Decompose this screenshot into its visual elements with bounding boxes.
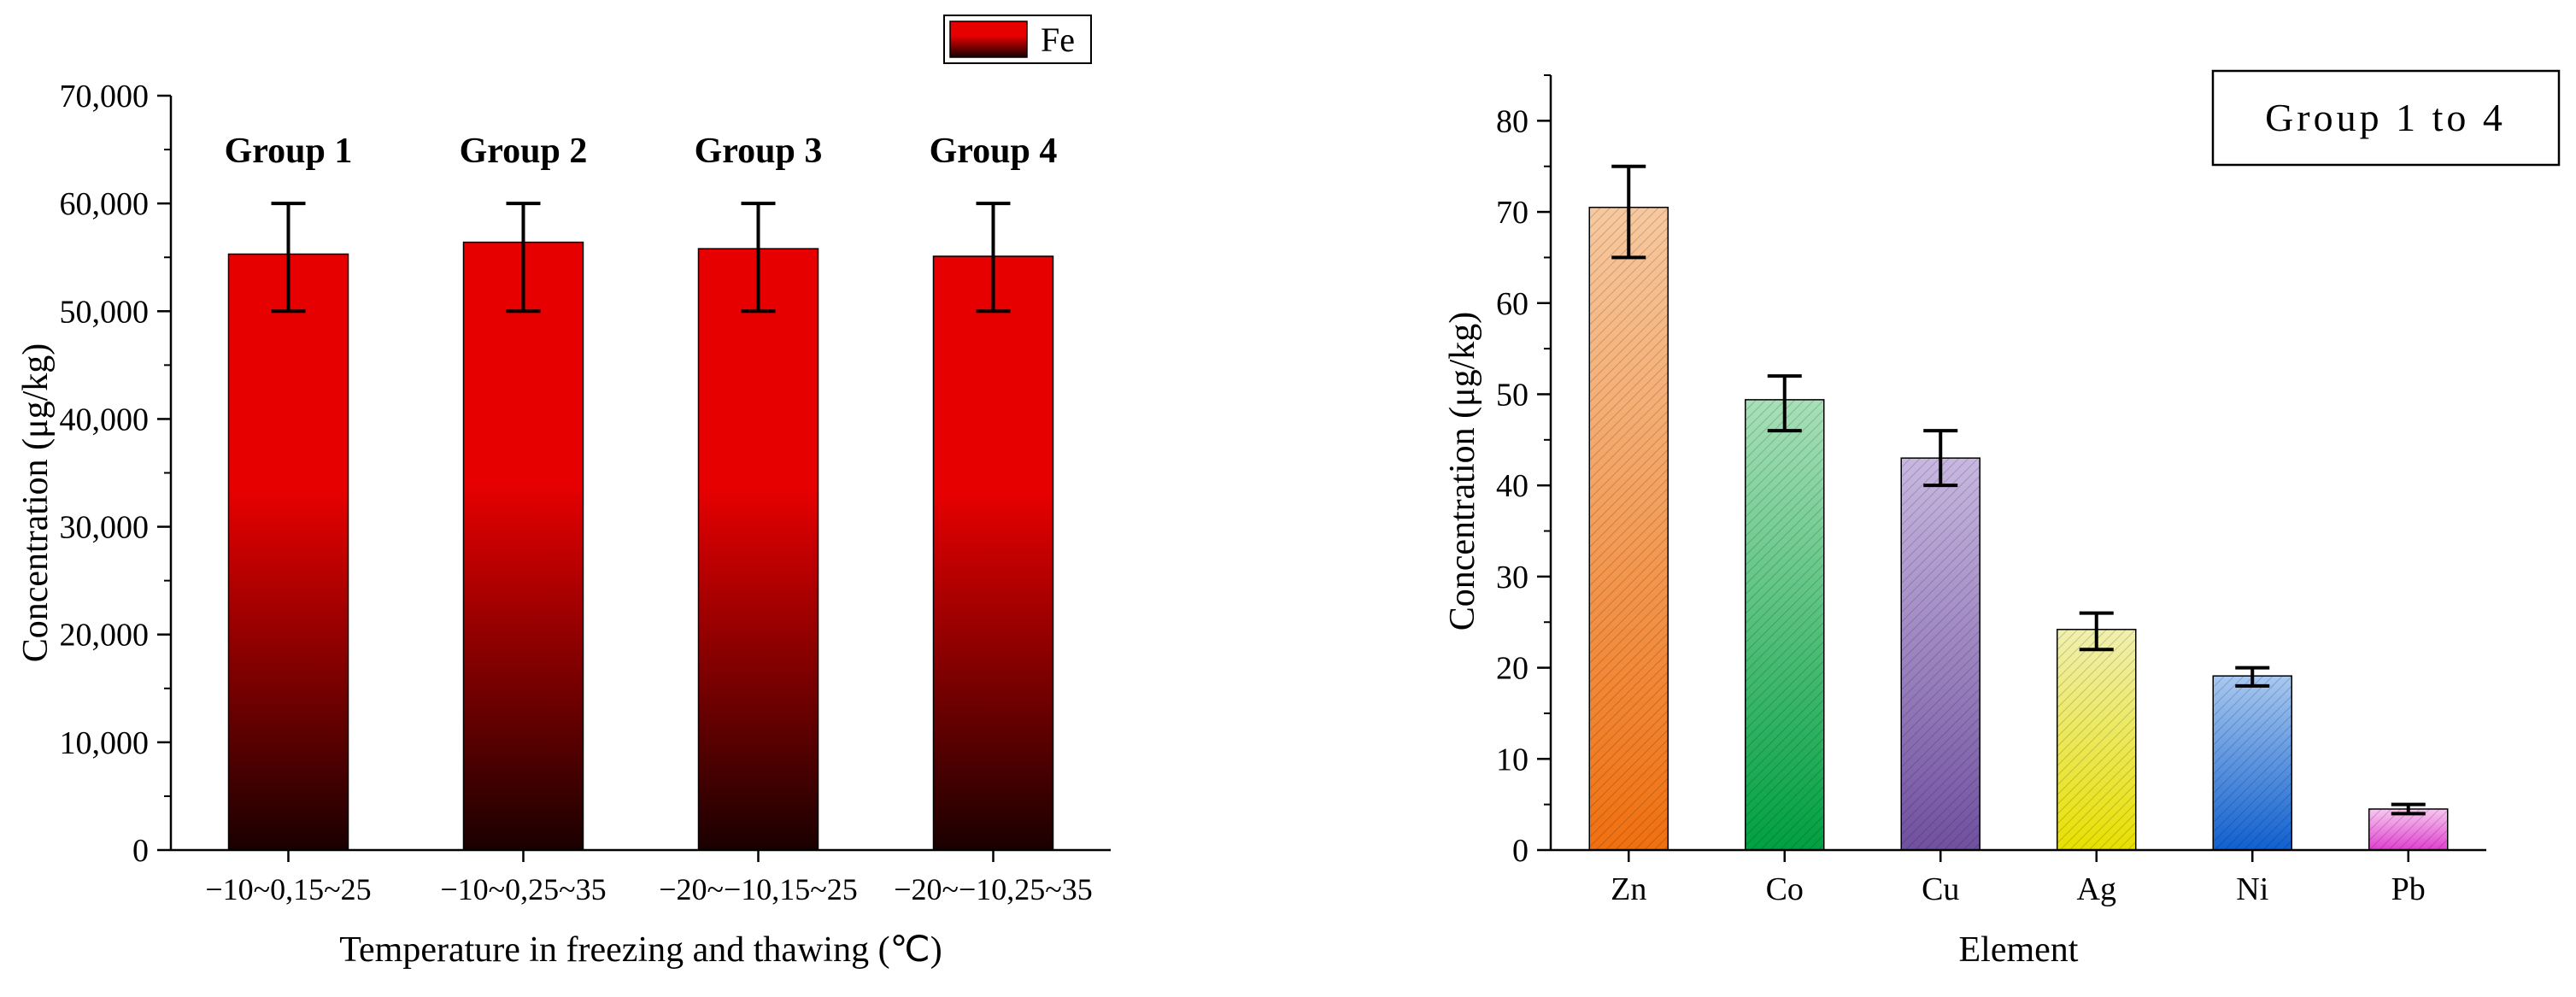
- bar-fe-2: [462, 241, 584, 851]
- r-y-tick-label-8: 80: [1496, 103, 1529, 139]
- bar-ag: [2057, 629, 2137, 851]
- y-tick-label-6: 60,000: [60, 186, 150, 222]
- error-bar-4: [976, 202, 1011, 314]
- left-x-axis-label: Temperature in freezing and thawing (℃): [339, 930, 942, 970]
- x-tick-label-zn: Zn: [1611, 871, 1646, 907]
- r-y-tick-label-6: 60: [1496, 286, 1529, 322]
- y-tick-label-4: 40,000: [60, 402, 150, 437]
- x-tick-label-cu: Cu: [1922, 871, 1959, 907]
- error-bar-2: [506, 202, 541, 314]
- r-y-tick-label-4: 40: [1496, 468, 1529, 504]
- x-tick-label-2: −10~0,25~35: [440, 872, 606, 906]
- error-bar-ag: [2079, 611, 2114, 652]
- legend-label-fe: Fe: [1041, 21, 1075, 59]
- y-tick-label-0: 0: [132, 833, 149, 869]
- r-y-tick-label-2: 20: [1496, 651, 1529, 687]
- r-y-tick-label-1: 10: [1496, 742, 1529, 777]
- x-tick-label-3: −20~−10,15~25: [659, 872, 858, 906]
- bar-fe-1: [227, 253, 349, 851]
- y-tick-label-7: 70,000: [60, 79, 150, 114]
- error-bar-1: [271, 202, 306, 314]
- y-tick-label-2: 20,000: [60, 618, 150, 654]
- right-y-axis-label: Concentration (μg/kg): [1443, 312, 1482, 631]
- bar-cu: [1900, 457, 1980, 851]
- left-y-axis-label: Concentration (μg/kg): [16, 343, 56, 663]
- y-tick-label-1: 10,000: [60, 725, 150, 761]
- y-tick-label-3: 30,000: [60, 510, 150, 546]
- bar-pb: [2368, 808, 2449, 851]
- bar-fe-3: [697, 248, 819, 851]
- left-legend: Fe: [943, 15, 1092, 64]
- group-label-2: Group 2: [460, 132, 588, 171]
- x-tick-label-ni: Ni: [2236, 871, 2268, 907]
- r-y-tick-label-7: 70: [1496, 195, 1529, 231]
- x-tick-label-pb: Pb: [2391, 871, 2426, 907]
- r-y-tick-label-0: 0: [1512, 833, 1529, 869]
- right-annotation: Group 1 to 4: [2211, 69, 2561, 167]
- y-tick-label-5: 50,000: [60, 294, 150, 330]
- error-bar-co: [1767, 374, 1802, 433]
- error-bar-pb: [2391, 802, 2426, 816]
- group-label-1: Group 1: [225, 132, 353, 171]
- annotation-text: Group 1 to 4: [2265, 96, 2506, 139]
- group-label-4: Group 4: [930, 132, 1058, 171]
- error-bar-cu: [1923, 429, 1958, 488]
- r-y-tick-label-3: 30: [1496, 560, 1529, 595]
- r-y-tick-label-5: 50: [1496, 377, 1529, 413]
- left-chart: Group 1 Group 2 Group 3 Group 4 0 10,000 20,0…: [16, 15, 1111, 970]
- error-bar-3: [741, 202, 776, 314]
- bar-zn: [1588, 206, 1669, 851]
- group-label-3: Group 3: [695, 132, 823, 171]
- right-x-axis-label: Element: [1959, 930, 2079, 970]
- x-tick-label-ag: Ag: [2077, 871, 2116, 907]
- legend-swatch-fe: [949, 21, 1028, 58]
- bar-ni: [2212, 675, 2292, 851]
- bar-co: [1745, 399, 1825, 851]
- bar-fe-4: [932, 255, 1054, 851]
- error-bar-ni: [2235, 666, 2270, 688]
- error-bar-zn: [1611, 164, 1646, 260]
- x-tick-label-1: −10~0,15~25: [205, 872, 371, 906]
- right-chart: 0 10 20 30 40 50 60 70 80 Zn Co Cu Ag Ni Pb Element C…: [1443, 69, 2561, 970]
- x-tick-label-4: −20~−10,25~35: [894, 872, 1093, 906]
- x-tick-label-co: Co: [1766, 871, 1804, 907]
- annotation-box: [2211, 69, 2561, 167]
